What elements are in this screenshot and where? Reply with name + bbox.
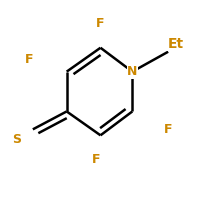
Text: F: F — [24, 53, 33, 66]
Text: Et: Et — [167, 37, 183, 51]
Text: F: F — [163, 123, 172, 136]
Text: F: F — [96, 17, 104, 30]
Text: F: F — [92, 153, 100, 166]
Text: S: S — [12, 133, 21, 146]
Text: N: N — [127, 65, 137, 78]
